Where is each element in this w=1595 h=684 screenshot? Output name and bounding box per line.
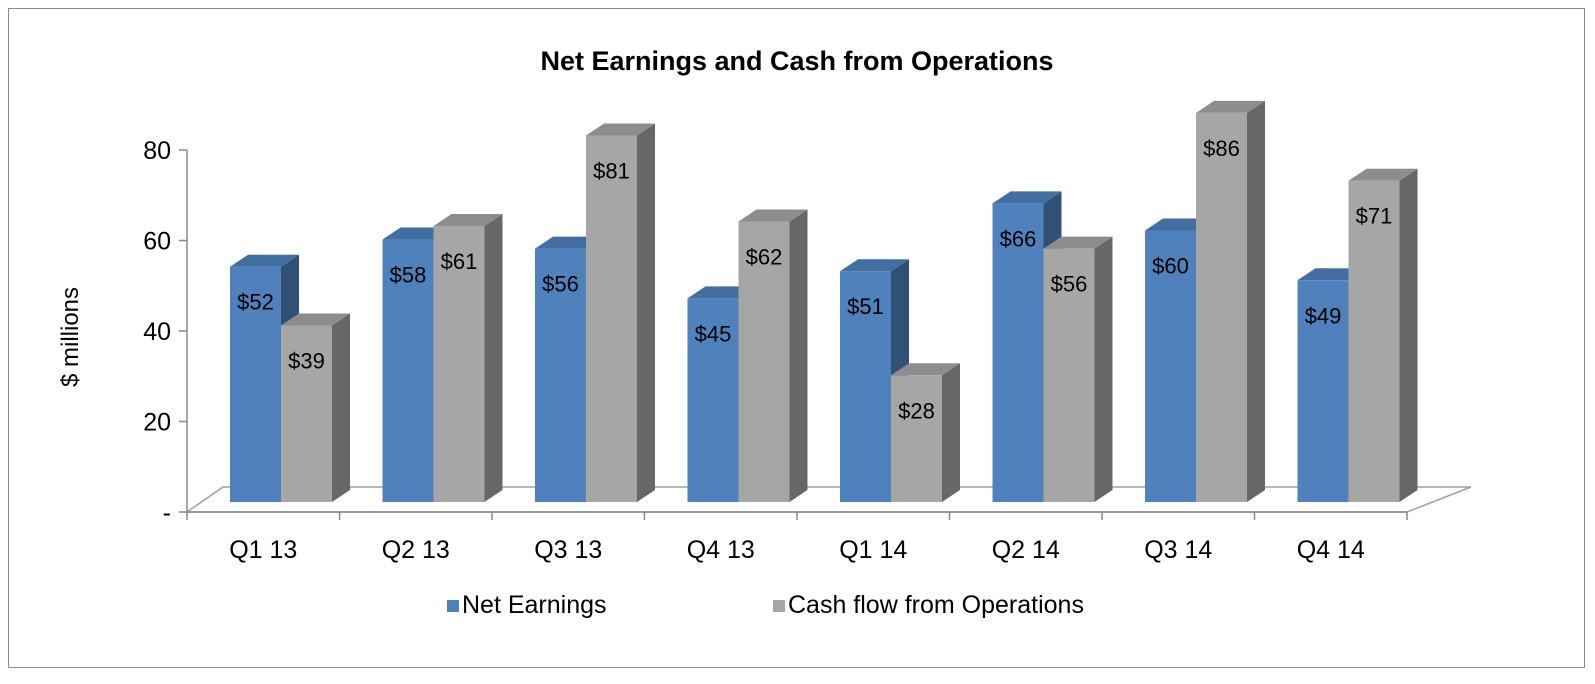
bar-cash-flow-front — [1043, 248, 1095, 502]
bar-cash-flow-side — [942, 363, 960, 502]
bars — [230, 100, 1418, 503]
bar-cash-flow-side — [1247, 100, 1265, 502]
bar-net-earnings-front — [382, 239, 434, 503]
bar-cash-flow-top — [281, 313, 350, 326]
bar-cash-flow — [586, 123, 655, 502]
data-label: $62 — [746, 244, 783, 269]
bar-cash-flow-front — [433, 225, 485, 502]
bar-net-earnings-top — [230, 254, 299, 267]
bar-cash-flow-front — [891, 375, 942, 502]
data-label: $52 — [237, 290, 274, 315]
y-tick-label: - — [163, 499, 171, 527]
data-label: $86 — [1203, 136, 1240, 161]
y-tick-label: 80 — [143, 137, 171, 165]
chart-title: Net Earnings and Cash from Operations — [540, 46, 1053, 76]
data-label: $39 — [288, 349, 325, 374]
bar-cash-flow — [433, 213, 503, 502]
x-tick-label: Q3 14 — [1144, 536, 1212, 564]
legend: Net Earnings Cash flow from Operations — [447, 591, 1084, 619]
y-tick-label: 60 — [143, 228, 171, 256]
bar-cash-flow — [1043, 236, 1113, 502]
legend-swatch — [447, 600, 459, 612]
bar-net-earnings-front — [1145, 230, 1196, 502]
bar-cash-flow-side — [484, 213, 503, 502]
legend-label: Cash flow from Operations — [788, 591, 1084, 619]
y-tick-label: 40 — [143, 318, 171, 346]
bar-net-earnings-front — [535, 248, 586, 502]
chart-floor — [184, 486, 1472, 513]
bar-cash-flow-front — [738, 221, 790, 502]
data-label: $61 — [441, 249, 478, 274]
legend-swatch — [773, 600, 785, 612]
x-tick-label: Q4 14 — [1297, 536, 1365, 564]
bar-net-earnings-front — [230, 266, 281, 502]
x-tick-label: Q1 13 — [229, 536, 297, 564]
bar-cash-flow-top — [1348, 168, 1418, 181]
bar-net-earnings-top — [992, 191, 1062, 204]
bar-net-earnings-front — [687, 298, 739, 502]
data-labels: $52 $39 $58 $61 $56 $81 $45 $62 $51 $28 $66 $56 $60 $… — [237, 136, 1392, 423]
bar-net-earnings-front — [1297, 280, 1349, 502]
bar-cash-flow — [1196, 100, 1265, 502]
bar-cash-flow-front — [1196, 112, 1247, 502]
x-tick-label: Q3 13 — [534, 536, 602, 564]
data-label: $28 — [898, 398, 935, 423]
y-axis-label: $ millions — [57, 287, 84, 387]
bar-cash-flow — [1348, 168, 1418, 502]
bar-net-earnings-top — [840, 259, 909, 272]
chart-axes: - 20 40 60 80 Q1 13 Q2 13 Q3 13 Q4 13 Q1 14 Q2 14 Q… — [143, 137, 1408, 564]
data-label: $60 — [1152, 254, 1189, 279]
bar-cash-flow-top — [738, 209, 808, 222]
data-label: $66 — [1000, 226, 1037, 251]
bar-cash-flow-top — [586, 123, 655, 136]
bar-cash-flow-top — [1196, 100, 1265, 113]
bar-net-earnings-front — [992, 203, 1044, 502]
data-label: $71 — [1356, 204, 1393, 229]
x-tick-label: Q1 14 — [839, 536, 907, 564]
bar-cash-flow-top — [1043, 236, 1113, 249]
bar-cash-flow-side — [1094, 236, 1113, 502]
bar-cash-flow — [281, 313, 350, 502]
data-label: $49 — [1305, 303, 1342, 328]
bar-cash-flow-front — [1348, 180, 1400, 502]
legend-label: Net Earnings — [462, 591, 607, 619]
bar-cash-flow-side — [1399, 168, 1418, 502]
bar-cash-flow-side — [789, 209, 808, 502]
data-label: $58 — [390, 263, 427, 288]
data-label: $81 — [593, 158, 630, 183]
data-label: $45 — [695, 321, 732, 346]
x-tick-label: Q4 13 — [687, 536, 755, 564]
bar-cash-flow-side — [637, 123, 655, 502]
x-tick-label: Q2 13 — [382, 536, 450, 564]
x-tick-label: Q2 14 — [992, 536, 1060, 564]
bar-cash-flow-top — [433, 213, 503, 226]
bar-net-earnings-front — [840, 271, 891, 502]
y-tick-label: 20 — [143, 409, 171, 437]
bar-cash-flow-top — [891, 363, 960, 376]
bar-cash-flow-front — [586, 135, 637, 502]
data-label: $56 — [1051, 272, 1088, 297]
bar-cash-flow — [891, 363, 960, 502]
data-label: $51 — [847, 294, 884, 319]
bar-cash-flow-side — [332, 313, 350, 502]
bar-cash-flow — [738, 209, 808, 502]
chart-floor-plane — [184, 486, 1472, 513]
bar-cash-flow-front — [281, 325, 332, 502]
data-label: $56 — [542, 272, 579, 297]
